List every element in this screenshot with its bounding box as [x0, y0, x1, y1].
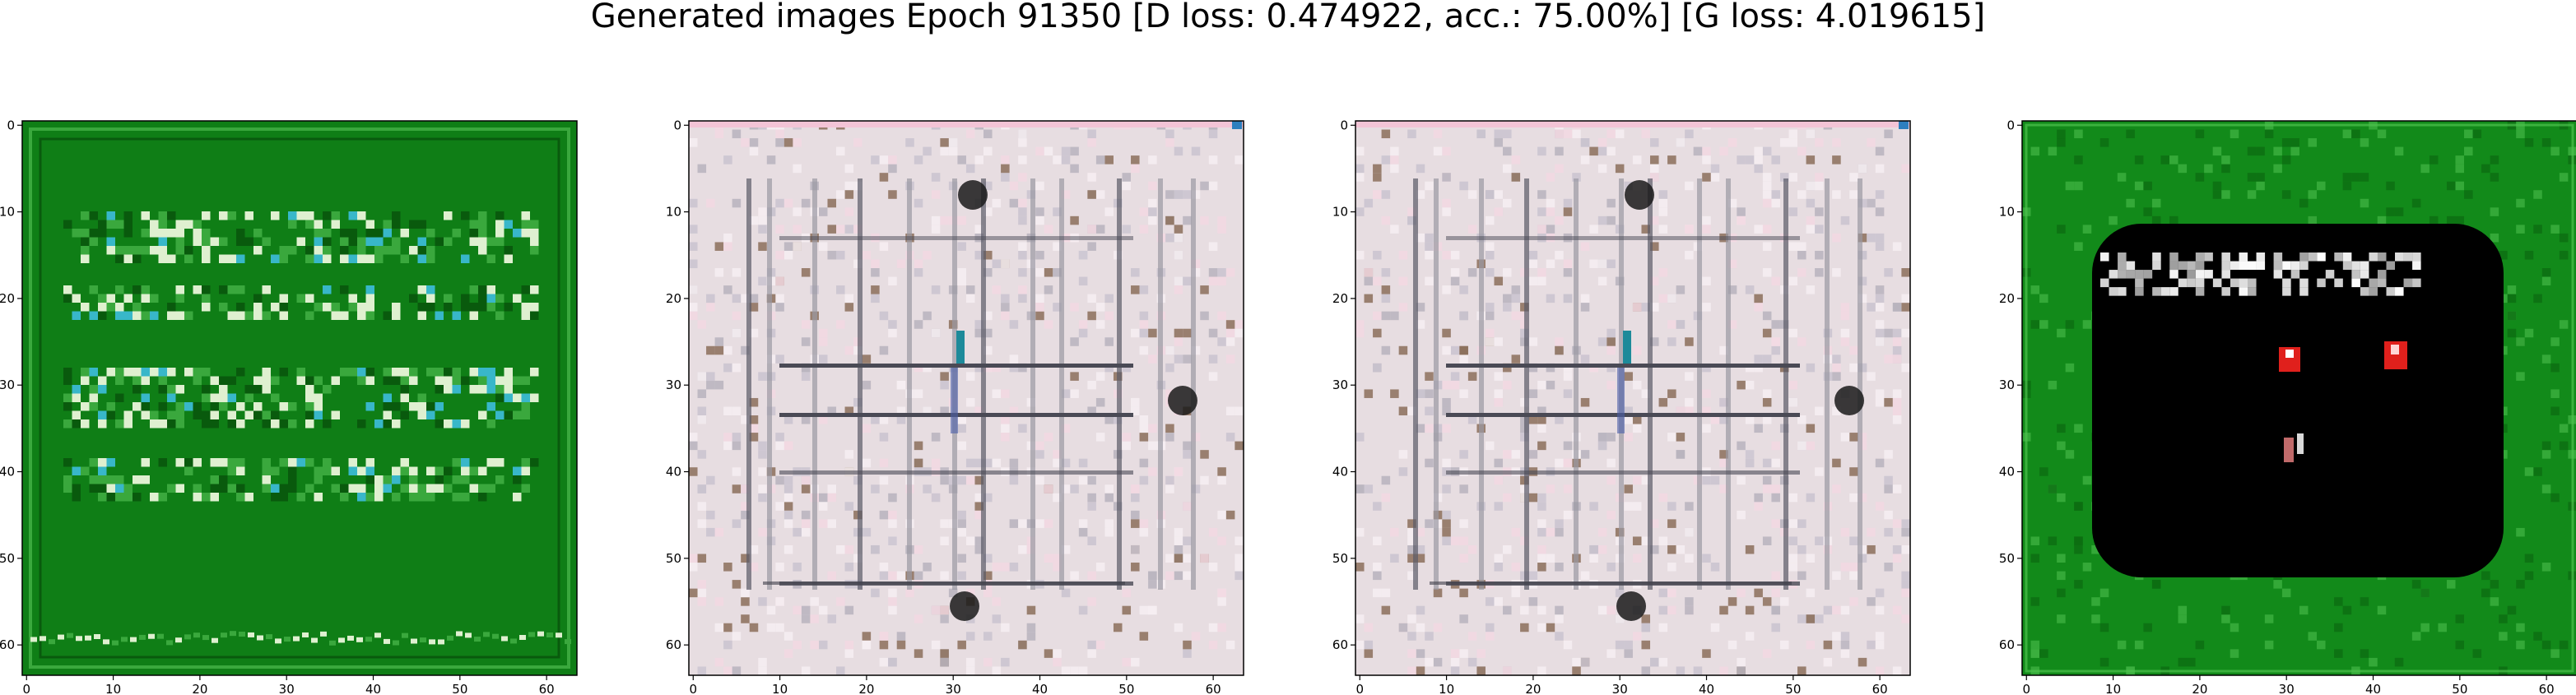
x-tick-label: 30: [279, 682, 295, 695]
y-tick-label: 40: [666, 465, 681, 480]
y-tick-label: 20: [1999, 291, 2015, 306]
y-tick-label: 60: [1999, 637, 2015, 652]
x-tick-label: 40: [1032, 682, 1048, 695]
x-tick-label: 0: [22, 682, 30, 695]
x-tick-label: 0: [1355, 682, 1364, 695]
x-tick-label: 30: [1612, 682, 1628, 695]
x-tick-label: 0: [2022, 682, 2030, 695]
x-tick-label: 30: [2279, 682, 2295, 695]
x-tick-label: 0: [689, 682, 697, 695]
subplot-3: 0 10 20 30 40 50 60 0 10 20 30 40 50 60: [1332, 118, 1910, 695]
x-tick-label: 20: [192, 682, 207, 695]
heatmap-image: [2022, 121, 2576, 675]
x-tick-label: 60: [1206, 682, 1221, 695]
x-tick-label: 40: [365, 682, 381, 695]
x-tick-label: 60: [2539, 682, 2555, 695]
y-tick-label: 40: [1999, 465, 2015, 480]
y-tick-label: 10: [0, 205, 15, 220]
subplot-4: 0 10 20 30 40 50 60 0 10 20 30 40 50 60: [1999, 118, 2576, 695]
x-tick-label: 10: [105, 682, 121, 695]
x-tick-label: 20: [2192, 682, 2207, 695]
x-tick-label: 10: [1439, 682, 1454, 695]
y-tick-label: 60: [666, 637, 681, 652]
x-tick-label: 60: [539, 682, 555, 695]
x-tick-label: 50: [1785, 682, 1801, 695]
y-tick-label: 10: [666, 205, 681, 220]
x-tick-label: 50: [1118, 682, 1134, 695]
y-tick-label: 0: [1340, 118, 1348, 132]
x-tick-label: 20: [858, 682, 874, 695]
y-tick-label: 40: [1332, 465, 1348, 480]
subplot-1: 0 10 20 30 40 50 60 0 10 20 30 40 50 60: [0, 118, 577, 695]
y-tick-label: 30: [1999, 378, 2015, 392]
y-tick-label: 0: [673, 118, 681, 132]
y-tick-label: 50: [1999, 551, 2015, 566]
y-tick-label: 60: [1332, 637, 1348, 652]
y-tick-label: 20: [1332, 291, 1348, 306]
y-tick-label: 10: [1332, 205, 1348, 220]
y-tick-label: 30: [0, 378, 15, 392]
y-tick-label: 30: [666, 378, 681, 392]
x-tick-label: 10: [772, 682, 788, 695]
y-tick-label: 20: [0, 291, 15, 306]
x-tick-label: 50: [2452, 682, 2467, 695]
heatmap-image: [689, 121, 1244, 675]
heatmap-image: [1355, 121, 1910, 675]
y-tick-label: 50: [1332, 551, 1348, 566]
subplot-2: 0 10 20 30 40 50 60 0 10 20 30 40 50 60: [666, 118, 1244, 695]
y-tick-label: 0: [7, 118, 15, 132]
x-tick-label: 10: [2105, 682, 2121, 695]
x-tick-label: 50: [452, 682, 467, 695]
y-tick-label: 60: [0, 637, 15, 652]
y-tick-label: 50: [0, 551, 15, 566]
y-tick-label: 50: [666, 551, 681, 566]
x-tick-label: 60: [1872, 682, 1888, 695]
x-tick-label: 20: [1525, 682, 1541, 695]
x-tick-label: 40: [2365, 682, 2381, 695]
y-tick-label: 10: [1999, 205, 2015, 220]
y-tick-label: 0: [2006, 118, 2015, 132]
x-tick-label: 40: [1699, 682, 1714, 695]
y-tick-label: 20: [666, 291, 681, 306]
x-tick-label: 30: [946, 682, 961, 695]
y-tick-label: 40: [0, 465, 15, 480]
heatmap-image: [22, 121, 577, 675]
y-tick-label: 30: [1332, 378, 1348, 392]
